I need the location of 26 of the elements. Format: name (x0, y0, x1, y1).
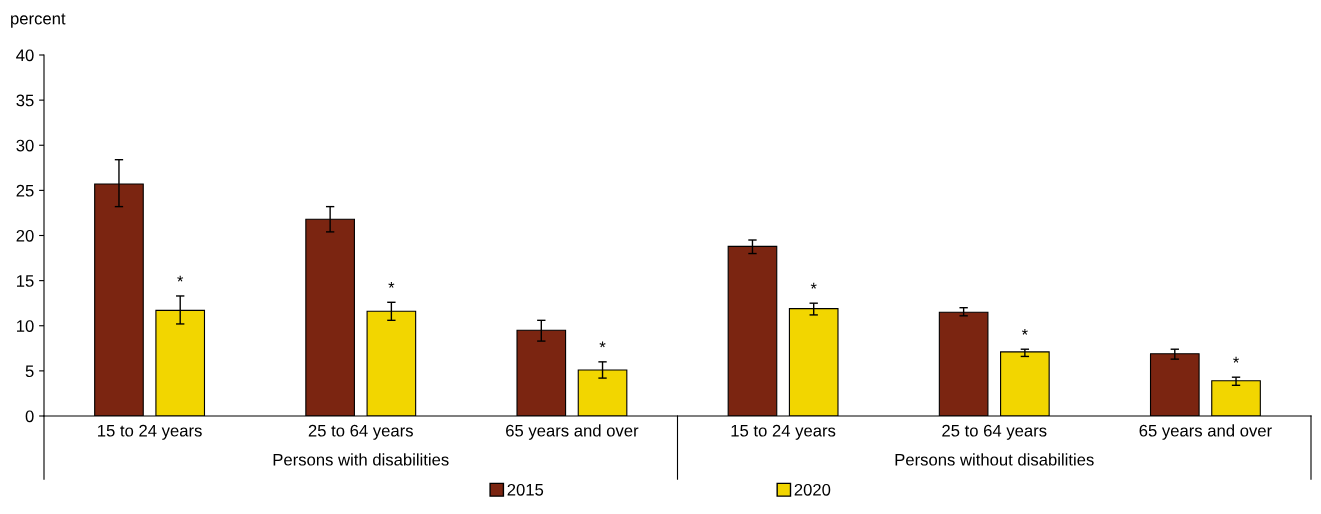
y-tick-label: 30 (16, 139, 34, 152)
text: Persons with disabilities (273, 453, 449, 466)
x-tick-label: 15 to 24 years (98, 424, 202, 440)
data-label: * (388, 281, 395, 288)
y-tick-label: 5 (25, 365, 34, 378)
y-tick-label: 35 (16, 94, 34, 107)
x-tick-label: 25 to 64 years (308, 424, 413, 440)
y-tick-label: 0 (25, 410, 34, 423)
legend-label: 2015 (507, 483, 544, 496)
x-tick-label: 65 years and over (506, 424, 639, 440)
legend-label: 2020 (794, 483, 831, 496)
data-label: * (1233, 356, 1240, 363)
text: Persons without disabilities (895, 453, 1094, 466)
y-axis-title: percent (11, 13, 66, 28)
data-label: * (177, 275, 184, 282)
data-label: * (1021, 328, 1028, 335)
data-label: * (599, 341, 606, 348)
x-tick-label: 65 years and over (1139, 424, 1272, 440)
y-tick-label: 15 (17, 275, 34, 287)
y-tick-label: 10 (17, 320, 34, 332)
y-tick-label: 40 (16, 49, 34, 62)
x-tick-label: 25 to 64 years (942, 424, 1047, 440)
y-tick-label: 25 (16, 184, 34, 197)
x-tick-label: 15 to 24 years (731, 424, 836, 440)
data-label: * (810, 282, 817, 289)
y-tick-label: 20 (16, 229, 34, 242)
